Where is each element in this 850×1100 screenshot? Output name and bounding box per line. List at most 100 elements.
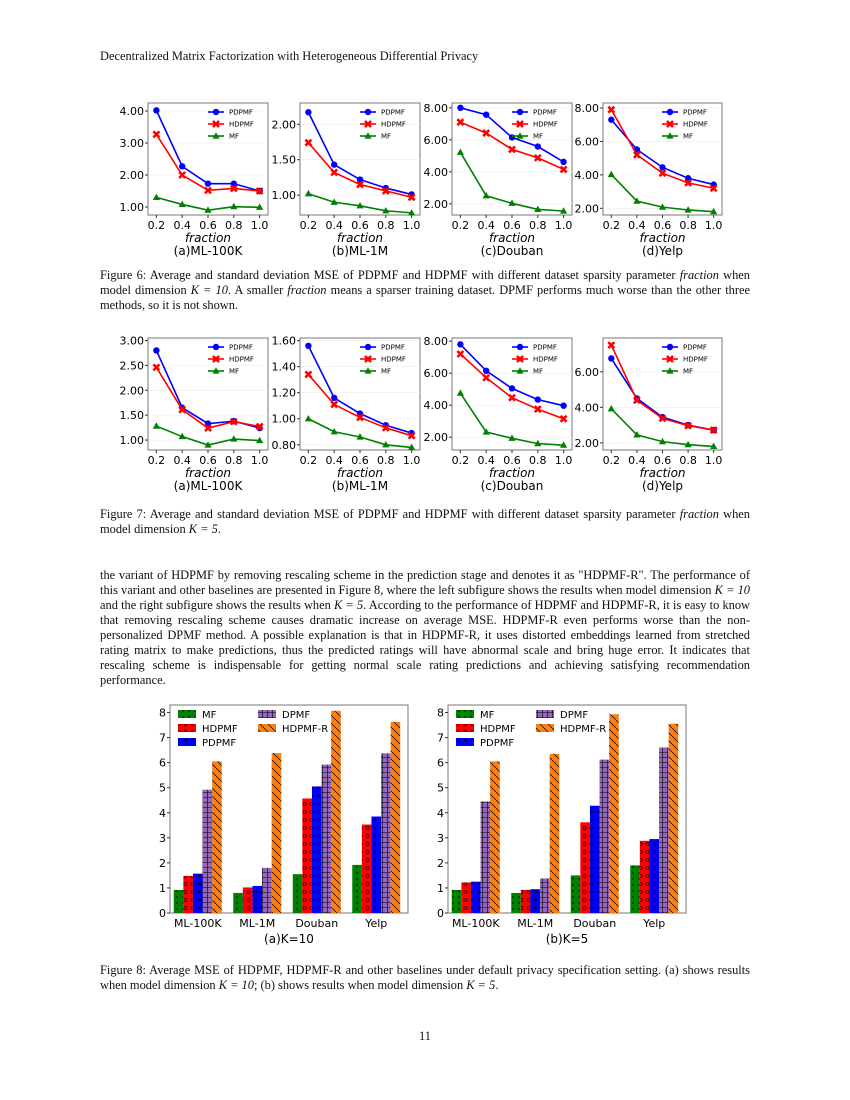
legend-swatch [536,724,554,732]
data-point-hdpmf [684,178,693,187]
data-point-hdpmf [304,370,313,379]
subfigure-label: (b)ML-1M [332,244,388,258]
body-math: K = 10 [714,583,750,597]
x-tick-label: 0.4 [325,219,343,232]
x-tick-label: 0.2 [452,454,470,467]
figure-6-caption: Figure 6: Average and standard deviation… [100,268,750,313]
bar-mf [511,892,521,913]
bar-hdpmf [461,882,471,913]
y-tick-label: 5 [437,782,444,795]
x-tick-label: 1.0 [705,219,723,232]
data-point-pdpmf [508,134,516,141]
legend-marker [212,108,220,116]
legend-label: MF [683,368,693,376]
x-tick-label: 0.8 [679,219,697,232]
data-point-mf [256,436,264,444]
x-tick-label: 1.0 [251,219,269,232]
data-point-mf [178,432,186,440]
bar-dpmf [599,759,610,913]
data-point-hdpmf [482,373,491,382]
data-point-hdpmf [229,184,238,193]
data-point-mf [482,192,490,199]
legend-marker [364,367,372,374]
legend-marker [666,120,674,128]
x-tick-label: 0.8 [225,219,243,232]
data-point-pdpmf [204,180,212,187]
data-point-mf [560,207,568,214]
x-tick-label: 0.4 [477,219,495,232]
caption-text: . A smaller [227,283,288,297]
legend-label: MF [480,710,495,721]
data-point-pdpmf [560,158,567,166]
bar-mf [451,889,462,913]
data-point-hdpmf [356,180,364,189]
data-point-hdpmf [304,138,313,147]
x-axis-label: fraction [639,466,685,480]
data-point-pdpmf [560,402,567,409]
caption-text: when model dimension [100,268,751,297]
data-point-hdpmf [658,169,667,178]
data-point-hdpmf [178,171,187,179]
bar-hdpmf [242,887,253,913]
data-point-mf [633,197,641,204]
y-tick-label: 8.00 [424,335,449,348]
legend-marker [516,367,524,374]
data-point-mf [456,389,464,396]
y-tick-label: 8 [159,707,166,720]
x-tick-label: 1.0 [403,454,421,467]
data-point-mf [560,441,568,448]
data-point-mf [456,148,464,155]
caption-math: K = 10 [190,283,228,297]
legend-label: PDPMF [202,738,236,749]
body-paragraph: the variant of HDPMF by removing rescali… [100,568,750,688]
data-point-pdpmf [330,161,338,168]
data-point-mf [710,207,718,215]
caption-math: fraction [679,507,719,521]
x-tick-label: 0.6 [503,454,521,467]
data-point-mf [408,209,416,216]
x-tick-label: Yelp [642,917,665,930]
data-point-pdpmf [153,107,160,114]
data-point-mf [304,189,312,197]
x-tick-label: Douban [573,917,616,930]
data-point-mf [482,428,490,435]
data-point-hdpmf [607,105,616,114]
data-point-mf [633,431,641,438]
y-tick-label: 0 [159,907,166,920]
y-tick-label: 6.00 [424,367,449,380]
x-tick-label: ML-100K [452,917,500,930]
y-tick-label: 2.00 [272,118,297,131]
legend-marker [212,132,220,139]
data-point-hdpmf [559,165,568,174]
running-header: Decentralized Matrix Factorization with … [100,49,479,63]
data-point-mf [684,206,692,213]
y-tick-label: 6 [159,757,166,770]
y-tick-label: 1.00 [120,434,145,447]
data-point-hdpmf [381,423,390,432]
data-point-pdpmf [508,385,516,392]
x-tick-label: 0.4 [325,454,343,467]
figure-7-caption: Figure 7: Average and standard deviation… [100,507,750,537]
bar-mf [352,864,362,913]
legend-marker [364,108,372,116]
legend-swatch [178,724,196,732]
y-tick-label: 1.20 [272,387,297,400]
bar-dpmf [321,764,332,913]
plot-area [147,102,269,216]
figure-8-caption: Figure 8: Average MSE of HDPMF, HDPMF-R … [100,963,750,993]
caption-text: Figure 7: Average and standard deviation… [100,507,680,521]
data-point-hdpmf [152,363,161,372]
legend-marker [666,108,674,116]
legend-marker [212,355,220,363]
legend-marker [666,343,674,351]
data-point-mf [230,202,238,210]
y-tick-label: 4.00 [575,169,600,182]
y-tick-label: 6 [437,757,444,770]
body-math: K = 5 [333,598,364,612]
bar-mf [630,865,640,913]
legend-swatch [456,738,474,746]
x-tick-label: 0.4 [173,454,191,467]
page-number: 11 [419,1029,431,1043]
subfigure-label: (a)ML-100K [174,479,244,493]
y-tick-label: 2.00 [120,169,145,182]
